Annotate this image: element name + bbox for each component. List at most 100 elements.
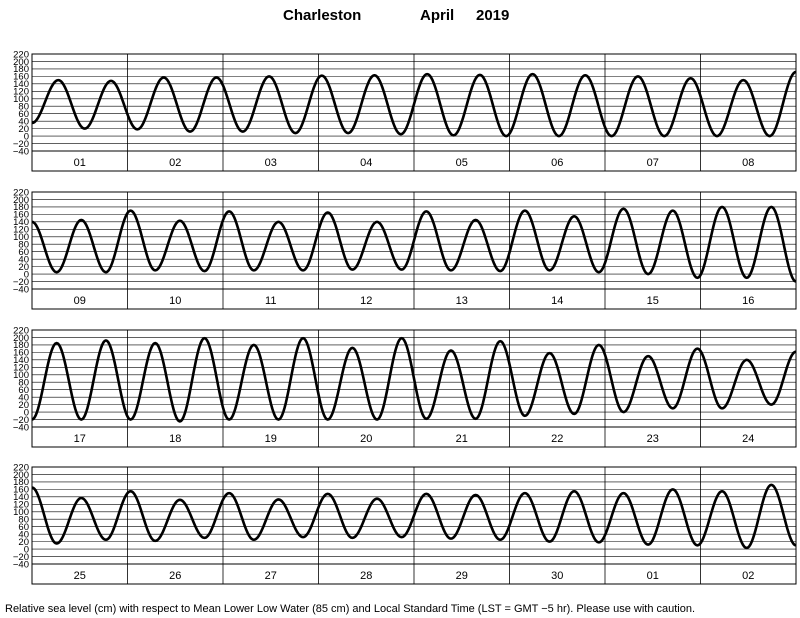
y-tick-label: 40 xyxy=(18,116,29,127)
y-tick-label: 200 xyxy=(13,57,29,68)
day-label-29: 29 xyxy=(456,570,468,582)
y-tick-label: 220 xyxy=(13,325,29,336)
y-tick-label: 200 xyxy=(13,195,29,206)
day-label-04: 04 xyxy=(360,157,372,169)
tide-curve xyxy=(31,336,797,423)
day-label-19: 19 xyxy=(265,433,277,445)
title-station: Charleston xyxy=(283,7,361,24)
tide-curve xyxy=(31,70,797,138)
day-label-17: 17 xyxy=(74,433,86,445)
y-tick-label: 120 xyxy=(13,363,29,374)
day-label-01: 01 xyxy=(647,570,659,582)
y-tick-label: 20 xyxy=(18,400,29,411)
day-label-12: 12 xyxy=(360,295,372,307)
y-tick-label: 160 xyxy=(13,348,29,359)
day-label-09: 09 xyxy=(74,295,86,307)
y-tick-label: 180 xyxy=(13,477,29,488)
y-tick-label: 0 xyxy=(24,407,29,418)
y-tick-label: 160 xyxy=(13,210,29,221)
y-tick-label: 120 xyxy=(13,500,29,511)
day-label-16: 16 xyxy=(742,295,754,307)
y-tick-label: 40 xyxy=(18,254,29,265)
day-label-21: 21 xyxy=(456,433,468,445)
y-tick-label: 60 xyxy=(18,385,29,396)
day-label-08: 08 xyxy=(742,157,754,169)
y-tick-label: 0 xyxy=(24,269,29,280)
day-label-06: 06 xyxy=(551,157,563,169)
y-tick-label: 140 xyxy=(13,492,29,503)
y-tick-label: −40 xyxy=(13,422,29,433)
y-tick-label: 180 xyxy=(13,340,29,351)
chart-title: Charleston April 2019 xyxy=(283,7,509,24)
y-tick-label: 200 xyxy=(13,470,29,481)
day-label-01: 01 xyxy=(74,157,86,169)
day-label-30: 30 xyxy=(551,570,563,582)
y-tick-label: 0 xyxy=(24,544,29,555)
y-tick-label: 20 xyxy=(18,262,29,273)
y-tick-label: 60 xyxy=(18,109,29,120)
y-tick-label: −20 xyxy=(13,139,29,150)
y-tick-label: 40 xyxy=(18,392,29,403)
y-tick-label: 80 xyxy=(18,378,29,389)
day-label-02: 02 xyxy=(742,570,754,582)
y-tick-label: 40 xyxy=(18,529,29,540)
footnote: Relative sea level (cm) with respect to … xyxy=(5,603,695,615)
y-tick-label: 60 xyxy=(18,247,29,258)
y-tick-label: 180 xyxy=(13,64,29,75)
y-tick-label: 20 xyxy=(18,537,29,548)
y-tick-label: 80 xyxy=(18,515,29,526)
y-tick-label: 100 xyxy=(13,370,29,381)
y-tick-label: 180 xyxy=(13,202,29,213)
y-tick-label: 160 xyxy=(13,72,29,83)
y-tick-label: 160 xyxy=(13,485,29,496)
y-tick-label: 100 xyxy=(13,94,29,105)
y-tick-label: 200 xyxy=(13,333,29,344)
y-tick-label: 80 xyxy=(18,102,29,113)
day-label-22: 22 xyxy=(551,433,563,445)
y-tick-label: 220 xyxy=(13,49,29,60)
day-label-11: 11 xyxy=(265,295,276,307)
day-label-25: 25 xyxy=(74,570,86,582)
day-label-23: 23 xyxy=(647,433,659,445)
y-tick-label: 120 xyxy=(13,225,29,236)
y-tick-label: 100 xyxy=(13,232,29,243)
y-tick-label: 140 xyxy=(13,217,29,228)
title-month: April xyxy=(420,7,454,24)
y-tick-label: 220 xyxy=(13,187,29,198)
y-tick-label: −40 xyxy=(13,146,29,157)
day-label-27: 27 xyxy=(265,570,277,582)
day-label-02: 02 xyxy=(169,157,181,169)
y-tick-label: 120 xyxy=(13,87,29,98)
day-label-24: 24 xyxy=(742,433,754,445)
title-year: 2019 xyxy=(476,7,509,24)
tide-curve xyxy=(31,205,797,283)
day-label-20: 20 xyxy=(360,433,372,445)
day-label-03: 03 xyxy=(265,157,277,169)
day-label-05: 05 xyxy=(456,157,468,169)
y-tick-label: 20 xyxy=(18,124,29,135)
y-tick-label: −20 xyxy=(13,277,29,288)
y-tick-label: −40 xyxy=(13,284,29,295)
tide-curve xyxy=(31,483,797,550)
day-label-10: 10 xyxy=(169,295,181,307)
y-tick-label: 80 xyxy=(18,240,29,251)
day-label-07: 07 xyxy=(647,157,659,169)
y-tick-label: 220 xyxy=(13,462,29,473)
y-tick-label: −20 xyxy=(13,415,29,426)
day-label-26: 26 xyxy=(169,570,181,582)
day-label-15: 15 xyxy=(647,295,659,307)
y-tick-label: −40 xyxy=(13,559,29,570)
day-label-14: 14 xyxy=(551,295,563,307)
y-tick-label: 100 xyxy=(13,507,29,518)
y-tick-label: −20 xyxy=(13,552,29,563)
y-tick-label: 60 xyxy=(18,522,29,533)
day-label-18: 18 xyxy=(169,433,181,445)
y-tick-label: 140 xyxy=(13,79,29,90)
day-label-28: 28 xyxy=(360,570,372,582)
y-tick-label: 0 xyxy=(24,131,29,142)
